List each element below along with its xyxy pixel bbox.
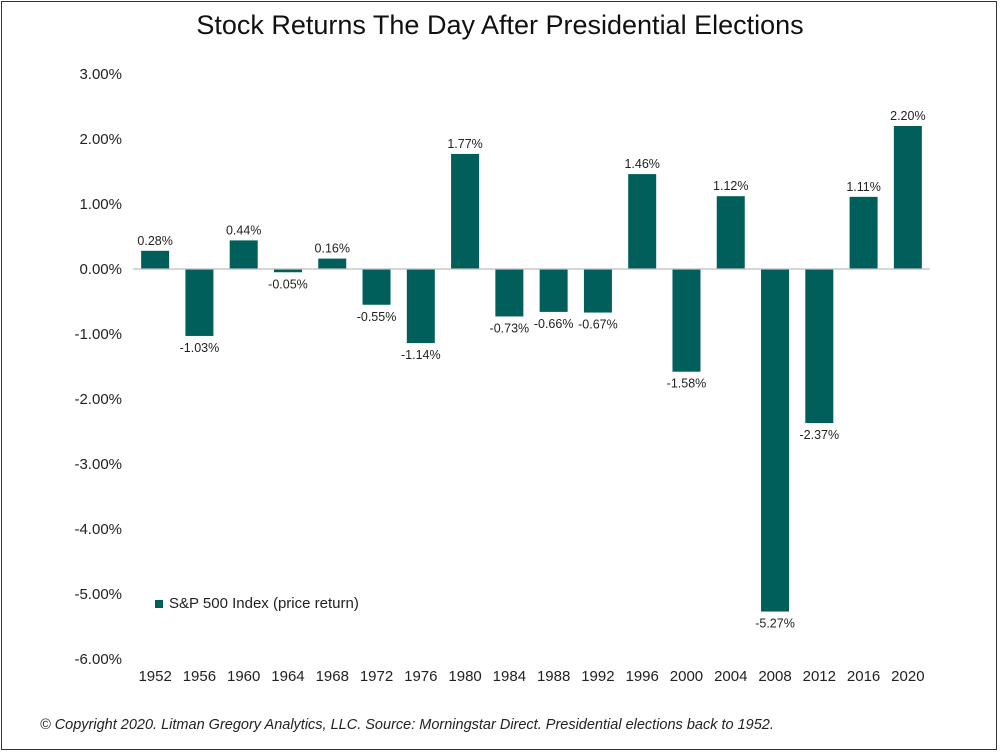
footer-note: © Copyright 2020. Litman Gregory Analyti… — [40, 717, 774, 733]
y-tick-label: -1.00% — [74, 326, 122, 343]
data-label: -1.03% — [180, 341, 220, 355]
x-tick-label: 2000 — [670, 668, 703, 685]
bar — [185, 269, 214, 336]
bar — [318, 258, 347, 269]
data-label: 0.16% — [315, 242, 350, 256]
bar — [495, 269, 524, 317]
data-label: -1.58% — [667, 377, 707, 391]
bar — [229, 240, 258, 269]
x-tick-label: 2008 — [758, 668, 791, 685]
y-tick-label: 0.00% — [79, 261, 122, 278]
bar — [451, 153, 480, 269]
bar — [761, 269, 790, 612]
legend-label: S&P 500 Index (price return) — [169, 595, 359, 612]
y-tick-label: -3.00% — [74, 456, 122, 473]
x-tick-label: 1988 — [537, 668, 570, 685]
data-label: 1.77% — [447, 137, 482, 151]
data-label: -2.37% — [800, 428, 840, 442]
y-tick-label: -2.00% — [74, 391, 122, 408]
data-label: -5.27% — [755, 617, 795, 631]
data-label: 1.11% — [846, 180, 881, 194]
data-label: 1.12% — [713, 179, 748, 193]
data-label: -0.55% — [357, 310, 397, 324]
x-tick-label: 1980 — [448, 668, 481, 685]
data-label: 0.28% — [137, 234, 172, 248]
x-tick-label: 1972 — [360, 668, 393, 685]
x-tick-label: 1952 — [138, 668, 171, 685]
y-tick-label: 1.00% — [79, 196, 122, 213]
legend: S&P 500 Index (price return) — [155, 595, 359, 612]
data-label: -0.67% — [578, 318, 618, 332]
bar — [849, 196, 878, 269]
chart-title: Stock Returns The Day After Presidential… — [196, 10, 804, 40]
x-tick-label: 1996 — [626, 668, 659, 685]
bar — [893, 126, 922, 269]
x-tick-label: 1960 — [227, 668, 260, 685]
x-tick-label: 2012 — [803, 668, 836, 685]
x-tick-label: 1968 — [316, 668, 349, 685]
data-label: 2.20% — [890, 109, 925, 123]
data-label: -0.66% — [534, 317, 574, 331]
bar — [672, 269, 701, 372]
y-tick-label: -5.00% — [74, 586, 122, 603]
bar — [141, 250, 170, 269]
y-tick-label: -6.00% — [74, 651, 122, 668]
legend-swatch — [155, 599, 163, 608]
x-tick-label: 2020 — [891, 668, 924, 685]
y-tick-label: 3.00% — [79, 66, 122, 83]
data-label: 1.46% — [624, 157, 659, 171]
y-tick-label: -4.00% — [74, 521, 122, 538]
x-tick-label: 1984 — [493, 668, 526, 685]
y-tick-label: 2.00% — [79, 131, 122, 148]
x-tick-label: 1992 — [581, 668, 614, 685]
bar — [406, 269, 435, 344]
data-label: -0.05% — [268, 277, 308, 291]
bar — [539, 269, 568, 312]
bar — [716, 196, 745, 269]
x-tick-label: 2004 — [714, 668, 747, 685]
bar — [628, 174, 657, 269]
x-tick-label: 1964 — [271, 668, 304, 685]
x-tick-label: 2016 — [847, 668, 880, 685]
bar — [362, 269, 391, 305]
x-tick-label: 1956 — [183, 668, 216, 685]
data-label: 0.44% — [226, 223, 261, 237]
bar — [805, 269, 834, 424]
bar — [273, 269, 302, 273]
data-label: -0.73% — [490, 321, 530, 335]
bar — [583, 269, 612, 313]
data-label: -1.14% — [401, 348, 441, 362]
x-tick-label: 1976 — [404, 668, 437, 685]
